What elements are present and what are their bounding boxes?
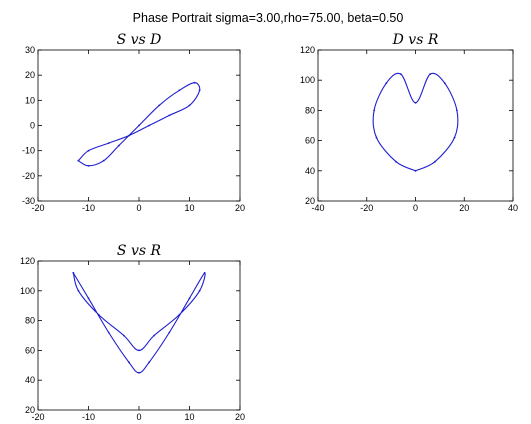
subplot-title: S vs R [117,243,162,259]
data-point [138,124,140,127]
data-point [188,104,191,107]
subplot-s-vs-r: S vs R -20 -10 0 10 20 20 40 60 80 100 120 [20,243,245,422]
y-tick-label: 120 [300,45,315,55]
x-tick-label: 10 [184,203,194,213]
data-point [456,109,458,112]
data-point [158,104,161,107]
data-point [138,349,140,352]
data-point [127,361,130,364]
data-point [87,297,90,300]
data-point [453,136,456,139]
data-point [72,272,75,274]
y-tick-label: 40 [305,166,315,176]
data-point [102,159,105,162]
y-tick-label: 100 [20,286,35,296]
subplot-d-vs-r: D vs R -40 -20 0 20 40 20 40 60 80 100 120 [300,32,518,213]
y-tick-label: 80 [25,316,35,326]
data-point [385,82,388,85]
subplot-title: D vs R [392,32,439,48]
x-tick-label: -40 [311,203,324,213]
x-tick-label: -20 [360,203,373,213]
data-point [429,73,431,76]
data-point [148,124,151,127]
x-tick-label: 0 [413,203,418,213]
axes-frame [317,49,514,202]
x-tick-label: 0 [136,412,141,422]
data-point [434,160,436,163]
y-tick-label: 10 [25,95,35,105]
data-point [188,297,191,300]
data-point [400,73,402,76]
data-point [395,160,397,163]
y-tick-label: 20 [305,196,315,206]
data-point [97,313,100,316]
data-point [203,272,206,274]
y-tick-label: 60 [305,136,315,146]
data-point [127,134,130,137]
data-point [77,289,80,292]
y-tick-label: -30 [22,196,35,206]
data-point [178,89,181,92]
data-point [375,136,378,139]
y-tick-label: 100 [300,75,315,85]
y-tick-label: 80 [305,105,315,115]
x-tick-label: 0 [136,203,141,213]
y-tick-label: 30 [25,45,35,55]
x-tick-label: -20 [31,203,44,213]
data-point [107,331,110,334]
x-tick-label: -20 [31,412,44,422]
data-point [373,109,375,112]
data-point [198,289,201,292]
y-tick-label: 20 [25,405,35,415]
y-tick-label: 40 [25,375,35,385]
data-point [87,149,90,152]
data-point [148,361,151,364]
x-tick-label: -10 [82,203,95,213]
data-point [168,331,171,334]
x-tick-label: 40 [508,203,518,213]
y-tick-label: -10 [22,146,35,156]
subplot-title: S vs D [117,32,162,48]
x-tick-label: -10 [82,412,95,422]
y-tick-label: 0 [30,121,35,131]
x-tick-label: 20 [235,412,245,422]
data-point [138,371,140,374]
x-tick-label: 20 [459,203,469,213]
data-point [153,334,156,337]
y-tick-label: 120 [20,256,35,266]
data-point [87,164,90,167]
data-point [414,101,417,104]
y-tick-label: 20 [25,70,35,80]
series-line-s-vs-d-0 [78,82,201,167]
data-point [198,89,201,92]
figure-suptitle: Phase Portrait sigma=3.00,rho=75.00, bet… [133,11,404,25]
data-point [77,159,80,162]
x-tick-label: 10 [184,412,194,422]
y-tick-label: -20 [22,171,35,181]
data-point [122,334,125,337]
data-point [193,81,196,84]
data-point [117,144,120,147]
data-point [443,82,446,85]
x-tick-label: 20 [235,203,245,213]
axes-frame [37,260,241,411]
data-point [168,114,171,117]
y-tick-label: 60 [25,345,35,355]
data-point [414,169,417,172]
data-point [178,313,181,316]
data-point [107,142,110,145]
